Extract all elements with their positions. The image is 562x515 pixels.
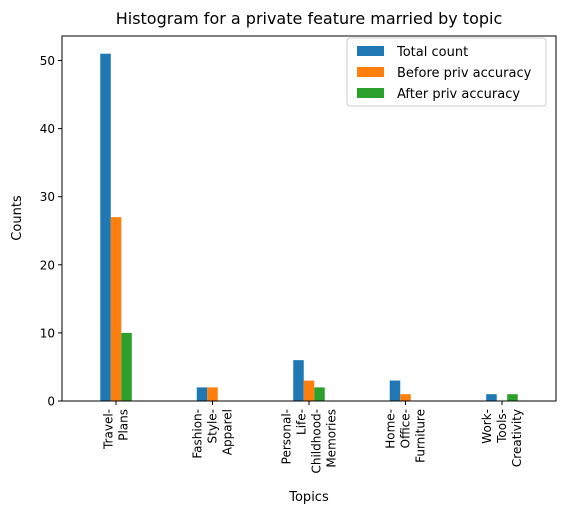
x-tick-label: Home-: [383, 409, 397, 449]
bar: [303, 380, 315, 401]
plot-frame: [61, 35, 557, 402]
bar: [486, 394, 497, 401]
x-tick-label: Creativity: [510, 409, 524, 467]
legend-label: Before priv accuracy: [397, 66, 532, 81]
y-tick-label: 10: [40, 326, 55, 340]
x-axis-label: Topics: [288, 490, 329, 505]
bar: [196, 387, 208, 401]
y-tick-label: 20: [40, 258, 55, 272]
x-tick-label: Travel-: [102, 409, 116, 450]
x-tick-label: Memories: [325, 409, 339, 468]
bar: [400, 394, 411, 401]
bar: [507, 394, 518, 401]
bars-group: [100, 53, 518, 402]
bar: [207, 387, 218, 401]
y-tick-label: 0: [47, 395, 55, 409]
x-tick-label: Personal-: [280, 409, 294, 464]
x-tick-label: Work-: [480, 409, 494, 444]
x-axis: Travel- Plans Fashion- Style- Apparel Persona…: [102, 401, 524, 474]
bar: [293, 360, 304, 401]
x-tick-label: Apparel: [221, 409, 235, 455]
x-tick-label: Life-: [295, 409, 309, 435]
bar: [314, 387, 325, 401]
x-tick-label: Tools-: [495, 409, 509, 444]
legend-label: After priv accuracy: [397, 87, 520, 102]
x-tick-label: Fashion-: [191, 409, 205, 459]
x-tick-label: Childhood-: [310, 409, 324, 474]
legend-label: Total count: [396, 45, 468, 60]
bar: [389, 380, 401, 401]
legend-swatch: [357, 67, 384, 77]
x-tick-label: Office-: [398, 409, 412, 448]
chart-title: Histogram for a private feature married …: [116, 9, 503, 28]
y-tick-label: 50: [40, 54, 55, 68]
x-tick-label: Furniture: [413, 409, 427, 463]
legend-box: [346, 37, 547, 107]
legend: Total count Before priv accuracy After pri…: [346, 37, 547, 107]
y-axis: 0 10 20 30 40 50: [40, 54, 62, 409]
bar: [100, 53, 111, 402]
y-axis-label: Counts: [10, 195, 25, 241]
legend-swatch: [357, 46, 384, 56]
x-tick-label: Plans: [117, 409, 131, 441]
legend-swatch: [357, 88, 384, 98]
y-tick-label: 30: [40, 190, 55, 204]
bar: [110, 217, 122, 401]
bar: [121, 332, 132, 401]
y-tick-label: 40: [40, 122, 55, 136]
x-tick-label: Style-: [206, 409, 220, 443]
